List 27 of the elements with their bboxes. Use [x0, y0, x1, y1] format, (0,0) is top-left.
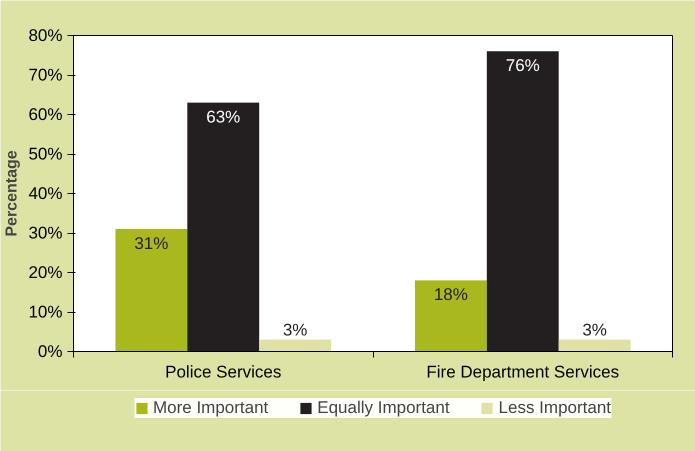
data-label: 63% — [206, 107, 240, 126]
y-tick-label: 80% — [28, 26, 63, 45]
y-tick-label: 70% — [28, 66, 63, 84]
y-axis-title: Percentage — [3, 150, 20, 237]
bar — [115, 229, 188, 352]
x-tick-label: Police Services — [165, 362, 282, 382]
data-label: 3% — [582, 320, 607, 340]
legend-label: Equally Important — [317, 398, 450, 418]
legend-label: Less Important — [498, 398, 612, 418]
bar — [414, 280, 487, 352]
y-tick-label: 40% — [28, 184, 63, 203]
bar — [259, 340, 332, 352]
data-label: 76% — [506, 56, 540, 76]
data-label: 31% — [134, 234, 168, 253]
bar — [558, 340, 631, 352]
x-tick-label: Fire Department Services — [426, 362, 620, 382]
legend-label: More Important — [152, 398, 268, 418]
bar — [486, 51, 559, 352]
y-tick-label: 20% — [28, 263, 63, 282]
y-tick-label: 50% — [28, 144, 63, 164]
y-tick-label: 60% — [28, 105, 63, 124]
bar — [187, 102, 260, 352]
y-tick-label: 30% — [28, 224, 63, 242]
y-tick-label: 0% — [38, 342, 63, 361]
data-label: 18% — [434, 285, 468, 304]
data-label: 3% — [282, 320, 308, 340]
y-tick-label: 10% — [28, 302, 63, 322]
